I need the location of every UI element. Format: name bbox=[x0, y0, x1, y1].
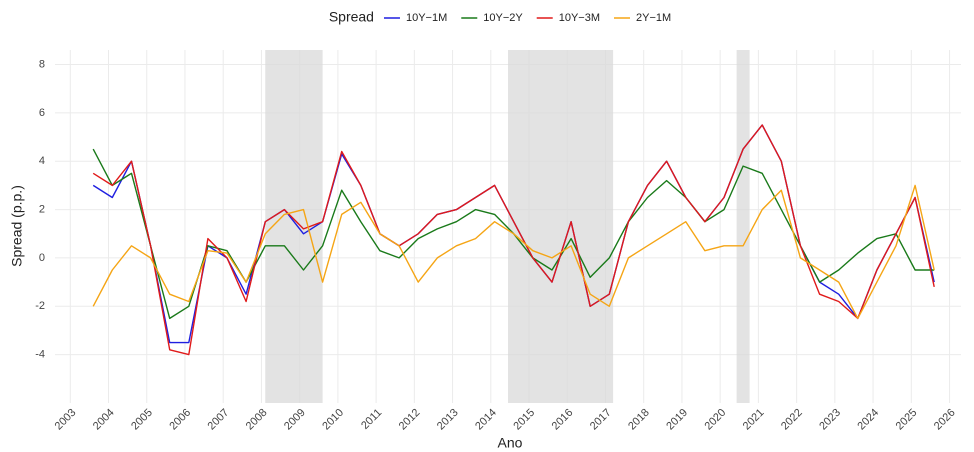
x-tick-label: 2018 bbox=[626, 407, 652, 433]
legend-title: Spread bbox=[329, 9, 374, 25]
y-axis-title: Spread (p.p.) bbox=[9, 185, 25, 267]
x-tick-label: 2004 bbox=[91, 407, 117, 433]
x-tick-label: 2025 bbox=[894, 407, 920, 433]
y-tick-label: 8 bbox=[39, 58, 45, 70]
x-tick-label: 2021 bbox=[741, 407, 767, 433]
x-axis-title: Ano bbox=[498, 435, 523, 451]
x-tick-label: 2022 bbox=[779, 407, 805, 433]
x-tick-label: 2019 bbox=[664, 407, 690, 433]
x-tick-label: 2009 bbox=[282, 407, 308, 433]
x-tick-label: 2007 bbox=[206, 407, 232, 433]
legend-label: 10Y−1M bbox=[406, 12, 447, 24]
series-line bbox=[92, 184, 935, 320]
legend-label: 2Y−1M bbox=[636, 12, 671, 24]
legend-label: 10Y−2Y bbox=[483, 12, 523, 24]
shaded-period bbox=[508, 50, 614, 403]
x-tick-label: 2010 bbox=[320, 407, 346, 433]
series-line bbox=[92, 124, 935, 356]
x-tick-label: 2005 bbox=[129, 407, 155, 433]
x-tick-label: 2017 bbox=[588, 407, 614, 433]
x-tick-label: 2006 bbox=[167, 407, 193, 433]
x-tick-label: 2012 bbox=[397, 407, 423, 433]
y-tick-label: 2 bbox=[39, 203, 45, 215]
x-tick-label: 2013 bbox=[435, 407, 461, 433]
x-tick-label: 2008 bbox=[244, 407, 270, 433]
x-tick-label: 2016 bbox=[550, 407, 576, 433]
x-tick-label: 2020 bbox=[703, 407, 729, 433]
x-tick-label: 2014 bbox=[473, 407, 499, 433]
x-tick-label: 2026 bbox=[932, 407, 958, 433]
y-tick-label: 4 bbox=[39, 155, 45, 167]
y-tick-label: -4 bbox=[35, 349, 45, 361]
x-tick-label: 2011 bbox=[359, 407, 384, 432]
x-tick-label: 2024 bbox=[855, 407, 881, 433]
y-tick-label: 0 bbox=[39, 252, 45, 264]
x-tick-label: 2015 bbox=[511, 407, 537, 433]
legend: Spread 10Y−1M 10Y−2Y 10Y−3M 2Y−1M bbox=[329, 9, 671, 25]
x-tick-label: 2023 bbox=[817, 407, 843, 433]
y-tick-label: 6 bbox=[39, 107, 45, 119]
y-tick-label: -2 bbox=[35, 300, 45, 312]
shaded-period bbox=[736, 50, 750, 403]
legend-label: 10Y−3M bbox=[559, 12, 600, 24]
x-tick-label: 2003 bbox=[53, 407, 79, 433]
shaded-period bbox=[265, 50, 323, 403]
